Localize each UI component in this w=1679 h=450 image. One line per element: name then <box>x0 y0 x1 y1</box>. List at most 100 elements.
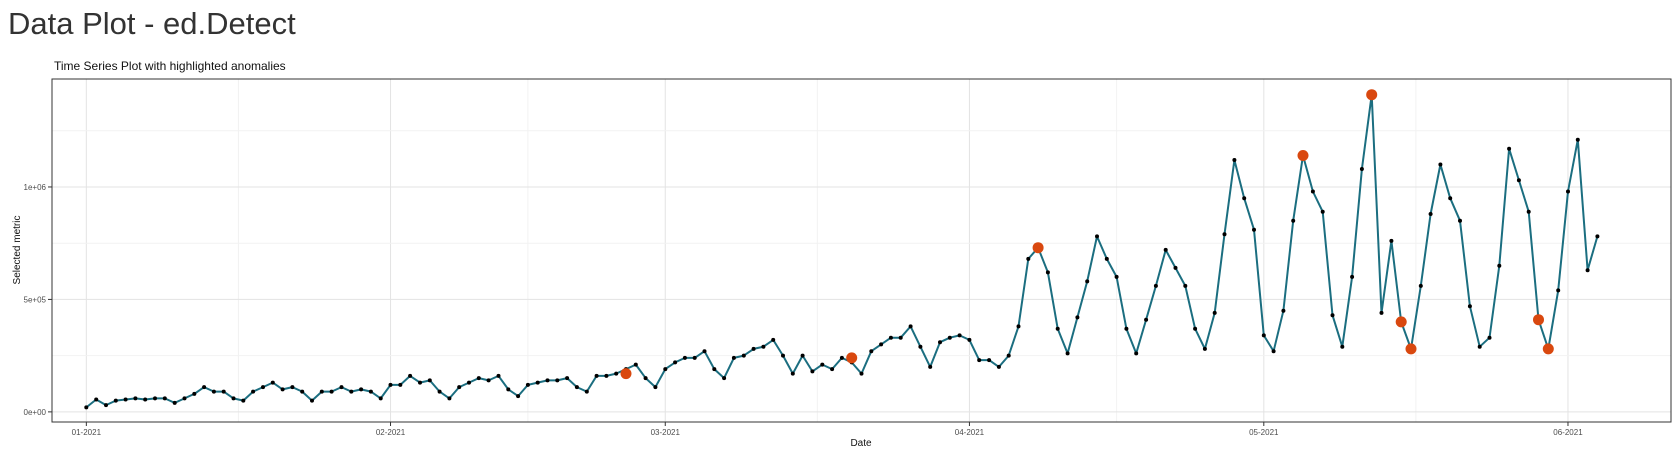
anomaly-point <box>620 368 632 380</box>
data-point <box>584 389 589 394</box>
data-point <box>1242 196 1247 201</box>
data-point <box>1310 189 1315 194</box>
data-point <box>1359 167 1364 171</box>
data-point <box>1232 158 1237 162</box>
data-point <box>1330 313 1335 318</box>
data-point <box>692 355 697 360</box>
data-point <box>1566 189 1570 194</box>
data-point <box>1095 234 1099 239</box>
data-point <box>810 369 815 374</box>
data-point <box>928 364 933 369</box>
data-point <box>643 376 648 381</box>
data-point <box>182 396 187 401</box>
data-point <box>378 396 383 401</box>
anomaly-point <box>1542 343 1554 355</box>
x-tick-label: 01-2021 <box>72 428 102 437</box>
data-point <box>1026 256 1031 261</box>
data-point <box>1340 344 1345 349</box>
data-point <box>447 396 452 401</box>
data-point <box>545 378 550 383</box>
data-point <box>506 387 511 392</box>
data-point <box>359 387 364 392</box>
data-point <box>349 389 354 394</box>
data-point <box>1104 256 1109 261</box>
data-point <box>1144 317 1149 322</box>
data-point <box>1526 209 1531 214</box>
x-tick-label: 02-2021 <box>376 428 406 437</box>
data-point <box>731 355 736 360</box>
data-point <box>1271 349 1276 354</box>
data-point <box>467 380 471 385</box>
data-point <box>123 397 128 402</box>
data-point <box>1163 247 1168 252</box>
data-point <box>1173 265 1178 270</box>
data-point <box>1212 310 1217 315</box>
data-point <box>94 397 99 402</box>
data-point <box>1487 335 1492 340</box>
anomaly-point <box>1395 316 1407 328</box>
data-point <box>202 385 207 390</box>
data-point <box>1507 146 1512 151</box>
data-point <box>535 380 540 385</box>
data-point <box>192 391 197 396</box>
data-point <box>1261 333 1266 338</box>
data-point <box>1418 283 1423 288</box>
data-point <box>1575 137 1580 142</box>
data-point <box>555 378 560 383</box>
data-point <box>820 362 825 367</box>
data-point <box>486 378 491 383</box>
anomaly-point <box>1533 314 1544 326</box>
data-point <box>172 400 177 405</box>
data-point <box>1202 346 1207 351</box>
data-point <box>113 398 118 403</box>
page-title: Data Plot - ed.Detect <box>8 6 296 41</box>
data-point <box>1477 344 1482 349</box>
data-point <box>261 385 265 390</box>
data-point <box>1281 308 1286 313</box>
data-point <box>310 398 314 403</box>
data-point <box>143 397 148 402</box>
data-point <box>408 373 413 378</box>
data-point <box>1595 234 1600 239</box>
data-point <box>987 358 992 363</box>
data-point <box>1556 288 1561 293</box>
data-point <box>280 387 285 392</box>
data-point <box>653 385 658 390</box>
x-axis-label: Date <box>850 438 872 449</box>
data-point <box>251 389 256 394</box>
y-axis-label: Selected metric <box>12 216 23 285</box>
data-point <box>839 355 844 360</box>
data-point <box>1006 353 1011 358</box>
data-point <box>702 349 707 354</box>
data-point <box>1291 218 1296 223</box>
data-point <box>437 389 442 394</box>
data-point <box>1085 279 1090 284</box>
plot-border <box>51 78 1672 423</box>
data-point <box>673 360 678 365</box>
data-point <box>967 337 972 342</box>
data-point <box>633 362 638 367</box>
data-point <box>231 396 236 401</box>
data-point <box>594 373 599 378</box>
x-tick-label: 06-2021 <box>1553 428 1583 437</box>
data-point <box>712 367 717 372</box>
anomaly-point <box>1405 343 1417 355</box>
data-point <box>153 396 157 401</box>
data-point <box>329 389 334 394</box>
data-point <box>800 353 805 358</box>
data-point <box>869 349 874 354</box>
data-point <box>1065 351 1070 356</box>
data-point <box>996 364 1001 369</box>
data-point <box>790 371 795 376</box>
data-point <box>1585 268 1590 273</box>
data-point <box>221 389 226 394</box>
data-point <box>270 380 275 385</box>
data-point <box>574 385 579 390</box>
x-tick-label: 03-2021 <box>651 428 681 437</box>
data-point <box>516 394 521 399</box>
data-point <box>290 385 295 390</box>
data-point <box>1438 162 1443 167</box>
data-point <box>1183 283 1188 288</box>
anomaly-point <box>1366 89 1378 101</box>
